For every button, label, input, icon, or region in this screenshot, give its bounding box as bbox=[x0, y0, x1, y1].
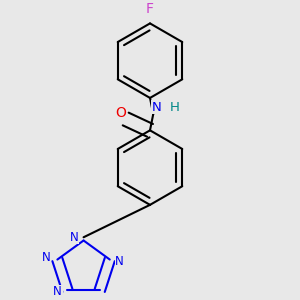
Text: F: F bbox=[146, 2, 154, 16]
Text: N: N bbox=[70, 231, 78, 244]
Text: N: N bbox=[152, 100, 161, 113]
Text: N: N bbox=[42, 251, 50, 264]
Text: N: N bbox=[53, 286, 62, 298]
Text: N: N bbox=[115, 255, 124, 268]
Text: H: H bbox=[169, 100, 179, 113]
Text: O: O bbox=[116, 106, 126, 119]
